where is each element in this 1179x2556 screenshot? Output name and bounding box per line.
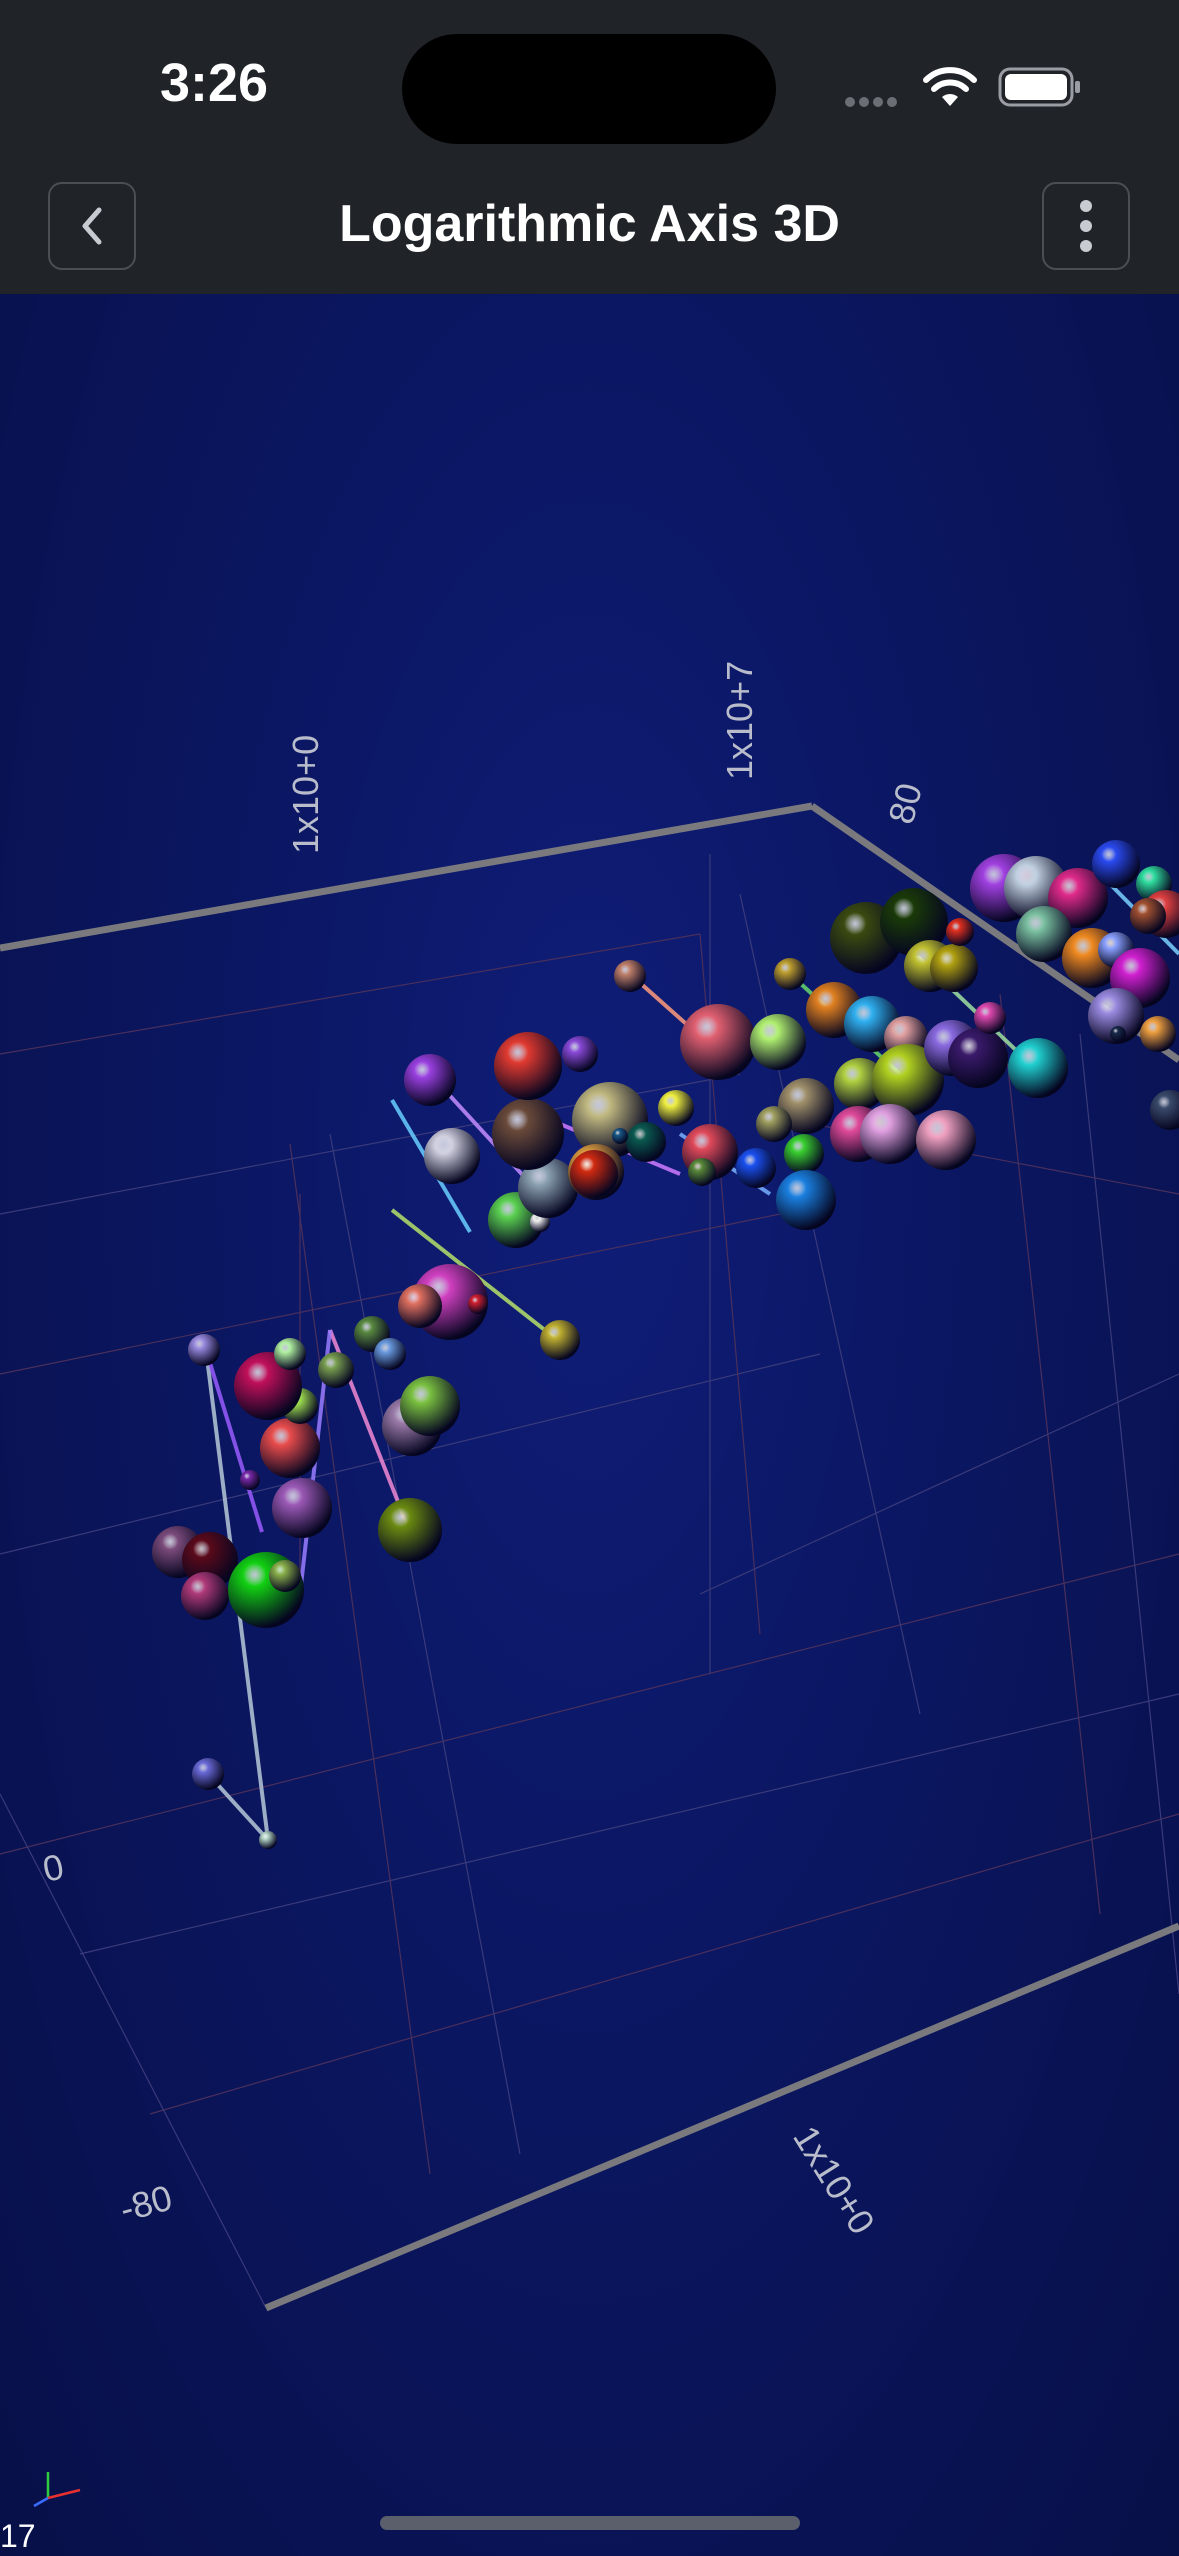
data-point[interactable] (494, 1032, 562, 1100)
chart-3d-viewport[interactable]: 1x10+0 1x10+7 80 0 -80 1x10+0 (0, 294, 1179, 2556)
data-point[interactable] (688, 1158, 716, 1186)
chevron-left-icon (82, 207, 102, 245)
data-point[interactable] (612, 1128, 628, 1144)
data-point[interactable] (400, 1376, 460, 1436)
data-point[interactable] (492, 1098, 564, 1170)
data-point[interactable] (260, 1418, 320, 1478)
data-point[interactable] (274, 1338, 306, 1370)
axis-tick-label-bottom-right: 1x10+0 (785, 2119, 883, 2242)
grid-line (0, 933, 701, 1055)
data-point[interactable] (562, 1036, 598, 1072)
axis-tick-label-top-right: 1x10+7 (719, 661, 760, 780)
data-point[interactable] (974, 1002, 1006, 1034)
grid-line (79, 1693, 1179, 1955)
data-point[interactable] (1150, 1090, 1179, 1130)
data-point[interactable] (318, 1352, 354, 1388)
series-line (204, 1349, 264, 1533)
data-point[interactable] (680, 1004, 756, 1080)
axis-frame-top-edge (0, 802, 813, 952)
fps-counter: 17 (0, 2518, 36, 2554)
data-point[interactable] (1092, 840, 1140, 888)
nav-bar: Logarithmic Axis 3D (0, 172, 1179, 294)
data-point[interactable] (1140, 1016, 1176, 1052)
data-point[interactable] (626, 1122, 666, 1162)
data-point[interactable] (424, 1128, 480, 1184)
grid-line (1079, 1033, 1179, 1995)
data-point[interactable] (1048, 868, 1108, 928)
grid-line (149, 1813, 1179, 2115)
grid-line (0, 1553, 1179, 1855)
data-point[interactable] (259, 1831, 277, 1849)
status-time: 3:26 (160, 53, 269, 113)
back-button[interactable] (48, 182, 136, 270)
data-point[interactable] (930, 944, 978, 992)
data-point[interactable] (1016, 906, 1072, 962)
data-point[interactable] (784, 1134, 824, 1174)
data-point[interactable] (240, 1470, 260, 1490)
data-point[interactable] (778, 1078, 834, 1134)
data-point[interactable] (374, 1338, 406, 1370)
data-point[interactable] (834, 1058, 886, 1110)
data-point[interactable] (776, 1170, 836, 1230)
data-point[interactable] (948, 1028, 1008, 1088)
more-vertical-icon (1080, 200, 1092, 252)
data-point[interactable] (614, 960, 646, 992)
axis-gizmo-icon (33, 2472, 81, 2508)
data-point[interactable] (736, 1148, 776, 1188)
grid-line (699, 1373, 1179, 1595)
data-point[interactable] (880, 888, 948, 956)
data-points (152, 840, 1179, 1849)
grid-line (289, 1143, 431, 2175)
data-point[interactable] (378, 1498, 442, 1562)
grid-line (0, 1793, 267, 2309)
data-point[interactable] (192, 1758, 224, 1790)
data-point[interactable] (272, 1478, 332, 1538)
data-point[interactable] (269, 1560, 301, 1592)
home-indicator[interactable] (380, 2516, 800, 2530)
axis-tick-label-y-top: 80 (880, 779, 930, 828)
grid-line (999, 993, 1101, 1915)
data-point[interactable] (860, 1104, 920, 1164)
data-point[interactable] (916, 1110, 976, 1170)
battery-icon (998, 67, 1080, 107)
data-point[interactable] (1130, 898, 1166, 934)
data-point[interactable] (1110, 1026, 1126, 1042)
data-point[interactable] (398, 1284, 442, 1328)
axis-tick-label-y-bottom: -80 (115, 2177, 176, 2230)
dynamic-island (402, 34, 776, 144)
data-point[interactable] (774, 958, 806, 990)
data-point[interactable] (518, 1158, 578, 1218)
data-point[interactable] (404, 1054, 456, 1106)
data-point[interactable] (468, 1294, 488, 1314)
data-point[interactable] (188, 1334, 220, 1366)
data-point[interactable] (540, 1320, 580, 1360)
data-point[interactable] (946, 918, 974, 946)
data-point[interactable] (570, 1150, 618, 1198)
grid-line (0, 1213, 781, 1375)
data-point[interactable] (1008, 1038, 1068, 1098)
data-point[interactable] (181, 1572, 229, 1620)
more-options-button[interactable] (1042, 182, 1130, 270)
axis-tick-label-y-mid: 0 (39, 1846, 67, 1890)
cellular-signal-icon (845, 94, 905, 108)
data-point[interactable] (756, 1106, 792, 1142)
data-point[interactable] (1088, 988, 1144, 1044)
data-point[interactable] (750, 1014, 806, 1070)
wifi-icon (923, 67, 977, 106)
data-point[interactable] (872, 1044, 944, 1116)
data-point[interactable] (658, 1090, 694, 1126)
grid-line (329, 1133, 521, 2155)
axis-tick-label-top-left: 1x10+0 (285, 735, 326, 854)
status-bar: 3:26 (0, 0, 1179, 172)
page-title: Logarithmic Axis 3D (339, 195, 840, 253)
axis-frame-bottom-edge (264, 1922, 1179, 2312)
